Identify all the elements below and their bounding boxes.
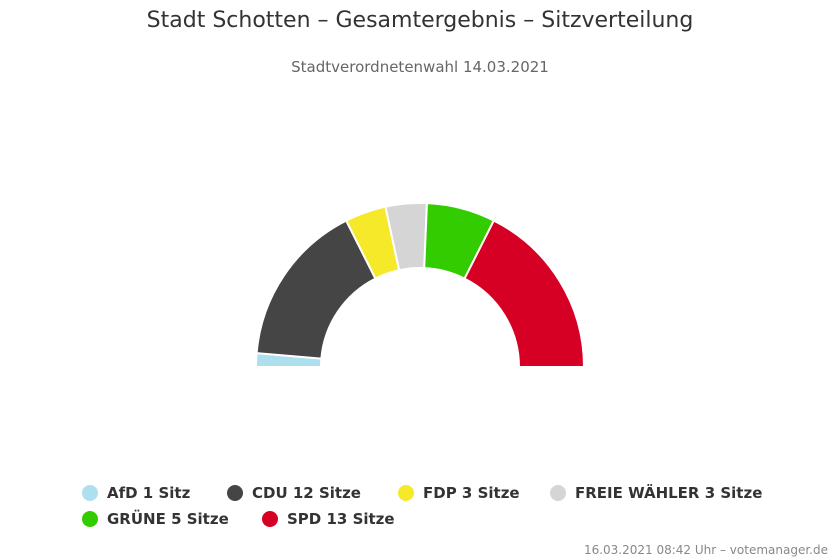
legend-item-afd[interactable]: AfD 1 Sitz [82, 484, 227, 502]
slice-spd[interactable] [463, 219, 586, 368]
legend-item-gruene[interactable]: GRÜNE 5 Sitze [82, 510, 262, 528]
chart-title: Stadt Schotten – Gesamtergebnis – Sitzve… [146, 8, 694, 33]
legend-dot-fdp [398, 485, 414, 501]
legend-dot-gruene [82, 511, 98, 527]
legend-label-spd: SPD 13 Sitze [287, 510, 395, 528]
legend-label-cdu: CDU 12 Sitze [252, 484, 361, 502]
legend-label-freie-waehler: FREIE WÄHLER 3 Sitze [575, 484, 763, 502]
legend: AfD 1 Sitz CDU 12 Sitze FDP 3 Sitze FREI… [82, 480, 782, 532]
legend-item-spd[interactable]: SPD 13 Sitze [262, 510, 395, 528]
legend-label-afd: AfD 1 Sitz [107, 484, 191, 502]
legend-item-cdu[interactable]: CDU 12 Sitze [227, 484, 398, 502]
legend-row: GRÜNE 5 Sitze SPD 13 Sitze [82, 506, 782, 532]
legend-dot-cdu [227, 485, 243, 501]
legend-item-freie-waehler[interactable]: FREIE WÄHLER 3 Sitze [550, 484, 762, 502]
legend-item-fdp[interactable]: FDP 3 Sitze [398, 484, 550, 502]
chart-subtitle: Stadtverordnetenwahl 14.03.2021 [291, 58, 549, 76]
legend-label-gruene: GRÜNE 5 Sitze [107, 510, 229, 528]
legend-label-fdp: FDP 3 Sitze [423, 484, 520, 502]
legend-dot-afd [82, 485, 98, 501]
footer-timestamp: 16.03.2021 08:42 Uhr – votemanager.de [583, 543, 828, 557]
legend-dot-freie-waehler [550, 485, 566, 501]
legend-row: AfD 1 Sitz CDU 12 Sitze FDP 3 Sitze FREI… [82, 480, 782, 506]
seat-distribution-chart [254, 202, 586, 368]
legend-dot-spd [262, 511, 278, 527]
